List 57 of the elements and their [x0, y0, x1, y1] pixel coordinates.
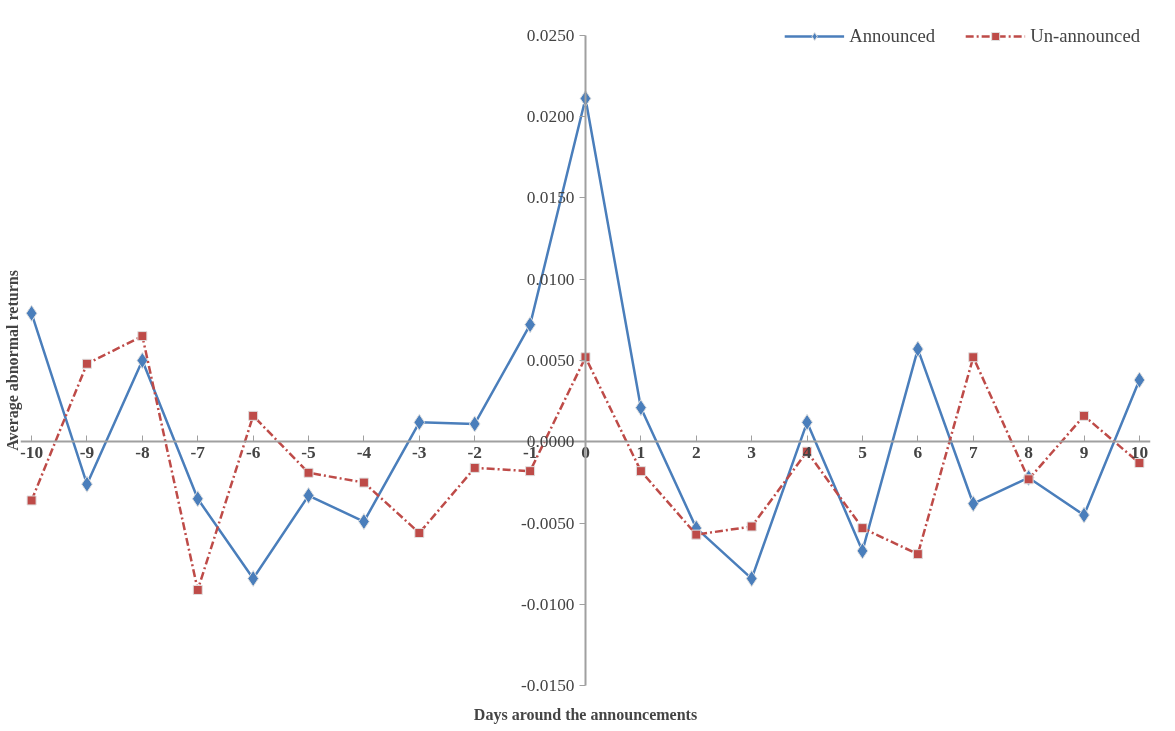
x-axis-title: Days around the announcements: [473, 705, 698, 724]
point: [635, 466, 646, 477]
point: [468, 415, 481, 433]
x-tick-label: 2: [691, 442, 701, 462]
point: [414, 528, 425, 538]
point: [967, 495, 980, 513]
y-tick-label: -0.0150: [521, 676, 575, 696]
point: [248, 410, 259, 421]
x-tick-label: -9: [79, 442, 95, 462]
point: [1133, 371, 1146, 389]
point: [136, 352, 149, 369]
x-tick-label: -5: [301, 442, 317, 462]
x-tick-label: -8: [135, 442, 150, 462]
point: [745, 570, 758, 588]
x-tick-label: 7: [968, 442, 978, 462]
point: [81, 358, 92, 369]
point: [856, 542, 869, 560]
x-tick-label: 6: [913, 442, 923, 462]
point: [302, 487, 315, 505]
y-tick-label: -0.0100: [521, 595, 575, 615]
y-tick-label: 0.0250: [526, 25, 575, 45]
x-tick-label: -4: [356, 442, 372, 462]
point: [691, 529, 702, 540]
x-tick-label: 10: [1130, 442, 1149, 462]
legend-label: Un-announced: [1030, 25, 1140, 47]
point: [968, 352, 979, 363]
x-tick-label: 5: [858, 442, 868, 462]
point: [1134, 458, 1145, 469]
point: [191, 490, 204, 508]
point: [857, 523, 868, 534]
x-tick-label: -7: [190, 442, 206, 462]
x-tick-label: -6: [245, 442, 261, 462]
x-tick-label: 8: [1024, 442, 1034, 462]
y-tick-label: 0.0200: [526, 106, 575, 126]
point: [25, 304, 38, 322]
point: [137, 331, 148, 342]
y-tick-label: 0.0050: [526, 351, 575, 370]
point: [469, 462, 480, 473]
point: [525, 466, 536, 477]
x-tick-label: 0: [581, 442, 590, 462]
point: [303, 467, 314, 478]
y-axis-title: Average abnormal returns: [3, 270, 22, 451]
point: [746, 521, 757, 532]
x-tick-label: -2: [467, 442, 482, 462]
point: [413, 413, 426, 431]
point: [912, 549, 923, 560]
y-tick-label: -0.0050: [521, 513, 575, 533]
x-tick-label: 1: [636, 442, 646, 462]
x-tick-label: -10: [20, 442, 44, 462]
point: [26, 495, 37, 506]
point: [358, 477, 369, 488]
point: [192, 584, 203, 595]
x-tick-label: 3: [747, 442, 757, 462]
x-tick-label: -3: [412, 442, 427, 462]
legend-label: Announced: [849, 25, 936, 47]
point: [1079, 410, 1090, 421]
x-tick-label: 9: [1079, 442, 1089, 462]
